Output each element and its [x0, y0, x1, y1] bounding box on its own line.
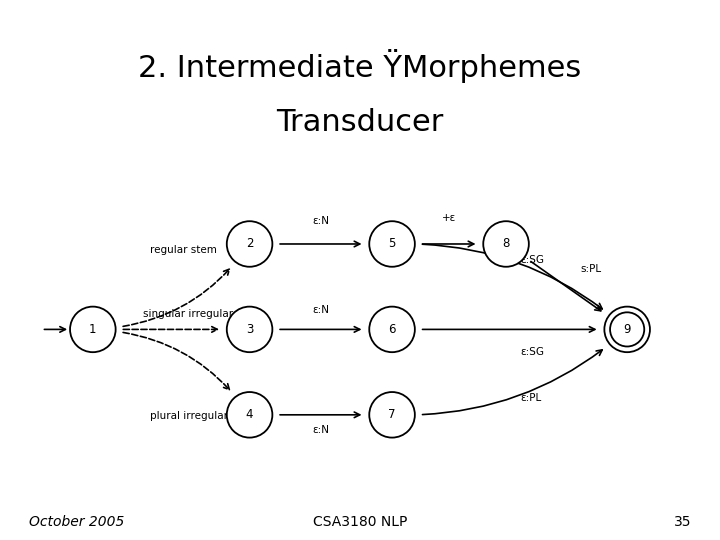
- Circle shape: [369, 392, 415, 437]
- FancyArrowPatch shape: [280, 412, 360, 417]
- Text: 6: 6: [388, 323, 396, 336]
- Text: 8: 8: [503, 238, 510, 251]
- FancyArrowPatch shape: [531, 261, 600, 311]
- Circle shape: [369, 221, 415, 267]
- FancyArrowPatch shape: [123, 269, 230, 326]
- FancyArrowPatch shape: [280, 241, 360, 247]
- Circle shape: [369, 307, 415, 352]
- Circle shape: [483, 221, 529, 267]
- Text: 1: 1: [89, 323, 96, 336]
- FancyArrowPatch shape: [123, 333, 230, 390]
- Text: regular stem: regular stem: [150, 245, 217, 255]
- Text: plural irregular stem: plural irregular stem: [150, 411, 257, 421]
- Text: +ε: +ε: [442, 213, 456, 222]
- Text: 35: 35: [674, 515, 691, 529]
- Circle shape: [227, 221, 272, 267]
- Text: 2. Intermediate ŸMorphemes: 2. Intermediate ŸMorphemes: [138, 49, 582, 83]
- Text: s:PL: s:PL: [581, 264, 602, 274]
- Text: 7: 7: [388, 408, 396, 421]
- Text: 2: 2: [246, 238, 253, 251]
- Text: singular irregular stem: singular irregular stem: [143, 309, 262, 319]
- Text: ε:N: ε:N: [312, 305, 329, 315]
- FancyArrowPatch shape: [280, 327, 360, 332]
- Text: 9: 9: [624, 323, 631, 336]
- Text: 3: 3: [246, 323, 253, 336]
- Circle shape: [227, 392, 272, 437]
- Circle shape: [604, 307, 650, 352]
- Text: ε:SG: ε:SG: [521, 347, 544, 357]
- Text: CSA3180 NLP: CSA3180 NLP: [312, 515, 408, 529]
- Text: 4: 4: [246, 408, 253, 421]
- FancyArrowPatch shape: [423, 244, 602, 309]
- Circle shape: [227, 307, 272, 352]
- Text: 5: 5: [388, 238, 396, 251]
- Text: October 2005: October 2005: [29, 515, 124, 529]
- Text: Transducer: Transducer: [276, 108, 444, 137]
- FancyArrowPatch shape: [423, 350, 602, 415]
- FancyArrowPatch shape: [423, 241, 474, 247]
- FancyArrowPatch shape: [423, 327, 595, 332]
- Text: ε:SG: ε:SG: [521, 255, 544, 265]
- Circle shape: [70, 307, 116, 352]
- Text: ε:PL: ε:PL: [521, 394, 541, 403]
- Text: ε:N: ε:N: [312, 216, 329, 226]
- FancyArrowPatch shape: [123, 327, 217, 332]
- Text: ε:N: ε:N: [312, 426, 329, 435]
